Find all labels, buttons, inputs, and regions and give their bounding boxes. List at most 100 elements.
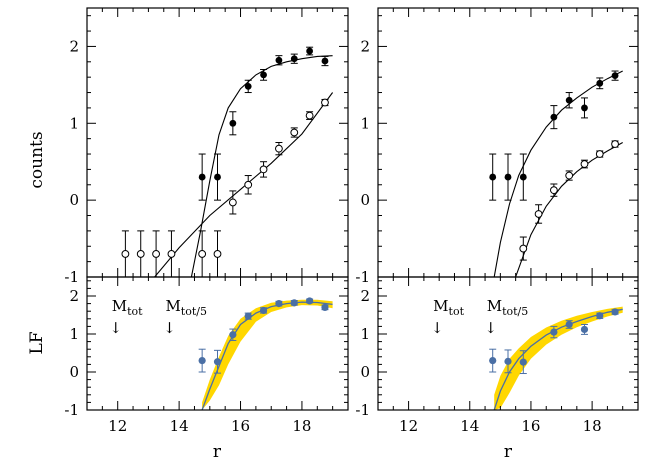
data-point [611, 140, 619, 148]
data-point [519, 173, 527, 181]
data-point [504, 357, 512, 365]
data-point [580, 325, 589, 334]
annotation-main: M [112, 297, 127, 315]
annotation-main: M [487, 297, 502, 315]
uncertainty-band [202, 299, 333, 410]
data-point [121, 250, 130, 258]
x-tick-label: 14 [460, 417, 479, 435]
data-point [305, 111, 314, 120]
x-tick-label: 16 [231, 417, 250, 435]
y-tick-label: 0 [69, 363, 79, 381]
data-point [244, 312, 252, 320]
annotation-main: M [433, 297, 448, 315]
data-point [275, 56, 283, 64]
data-point [489, 357, 497, 365]
y-tick-label: -1 [355, 401, 370, 419]
y-tick-label: 2 [69, 287, 79, 305]
data-point [213, 250, 222, 258]
data-point [167, 250, 176, 258]
x-tick-label: 12 [399, 417, 418, 435]
data-point [596, 79, 604, 87]
annotation-subscript: tot/5 [502, 305, 528, 318]
data-point [259, 165, 268, 174]
y-tick-label: 0 [69, 191, 79, 209]
data-point [275, 300, 283, 308]
data-point [306, 297, 314, 305]
annotation-label: Mtot/5 [487, 297, 529, 318]
data-point [214, 173, 221, 181]
data-point [565, 320, 573, 329]
panel-top-right: 0 1 2 [360, 7, 639, 278]
y-tick-label: -1 [64, 401, 79, 419]
data-point [611, 308, 619, 316]
annotation-label: Mtot [112, 297, 143, 318]
xlabel-right: r [504, 442, 513, 462]
panel-top-left: 0 1 2 [69, 7, 349, 278]
data-point [565, 96, 573, 104]
data-point [489, 173, 497, 181]
data-point [306, 47, 314, 55]
y-tick-label: -1 [355, 268, 370, 286]
data-point [321, 98, 329, 107]
data-point [290, 55, 298, 63]
model-curve [493, 70, 623, 277]
y-tick-label: -1 [64, 268, 79, 286]
annotation-subscript: tot [127, 305, 143, 318]
data-point [198, 173, 206, 181]
x-tick-label: 16 [521, 417, 540, 435]
y-tick-label: 1 [360, 114, 370, 132]
data-point [244, 180, 253, 189]
uncertainty-band [494, 306, 623, 410]
data-point [596, 312, 604, 320]
data-point [259, 306, 268, 315]
data-point [213, 358, 222, 366]
model-curve [154, 92, 334, 277]
data-point [260, 71, 267, 79]
y-tick-label: 1 [69, 114, 79, 132]
annotation-subscript: tot/5 [181, 305, 207, 318]
data-point [229, 119, 237, 127]
y-tick-label: 0 [360, 363, 370, 381]
xlabel-left: r [213, 442, 222, 462]
data-point [228, 198, 237, 207]
y-tick-label: 2 [69, 37, 79, 55]
panel-frame [86, 276, 349, 411]
y-tick-label: 2 [360, 287, 370, 305]
data-point [534, 210, 543, 218]
annotation-main: M [165, 297, 180, 315]
annotation-arrow: ↓ [484, 319, 497, 337]
data-point [290, 128, 299, 137]
x-tick-label: 12 [108, 417, 127, 435]
annotation-subscript: tot [449, 305, 465, 318]
panel-frame [377, 276, 639, 411]
data-point [565, 171, 574, 180]
data-point [321, 57, 329, 65]
panel-frame [377, 7, 639, 278]
data-point [290, 299, 298, 307]
data-point [321, 303, 329, 311]
annotation-arrow: ↓ [109, 319, 122, 337]
data-point [550, 113, 558, 121]
data-point [244, 82, 252, 90]
annotation-arrow: ↓ [163, 319, 176, 337]
data-point [275, 144, 283, 153]
annotation-label: Mtot/5 [165, 297, 207, 318]
plot-area [489, 70, 623, 277]
data-point [198, 357, 206, 365]
data-point [581, 104, 588, 112]
data-point [519, 244, 528, 253]
data-point [595, 150, 604, 158]
plot-area [489, 306, 623, 410]
x-tick-label: 18 [583, 417, 602, 435]
data-point [198, 250, 207, 258]
annotation-arrow: ↓ [431, 319, 444, 337]
data-point [229, 331, 237, 339]
plot-area [121, 46, 334, 277]
plot-area [198, 297, 333, 410]
data-point [152, 250, 160, 258]
data-point [504, 173, 512, 181]
y-tick-label: 1 [360, 325, 370, 343]
